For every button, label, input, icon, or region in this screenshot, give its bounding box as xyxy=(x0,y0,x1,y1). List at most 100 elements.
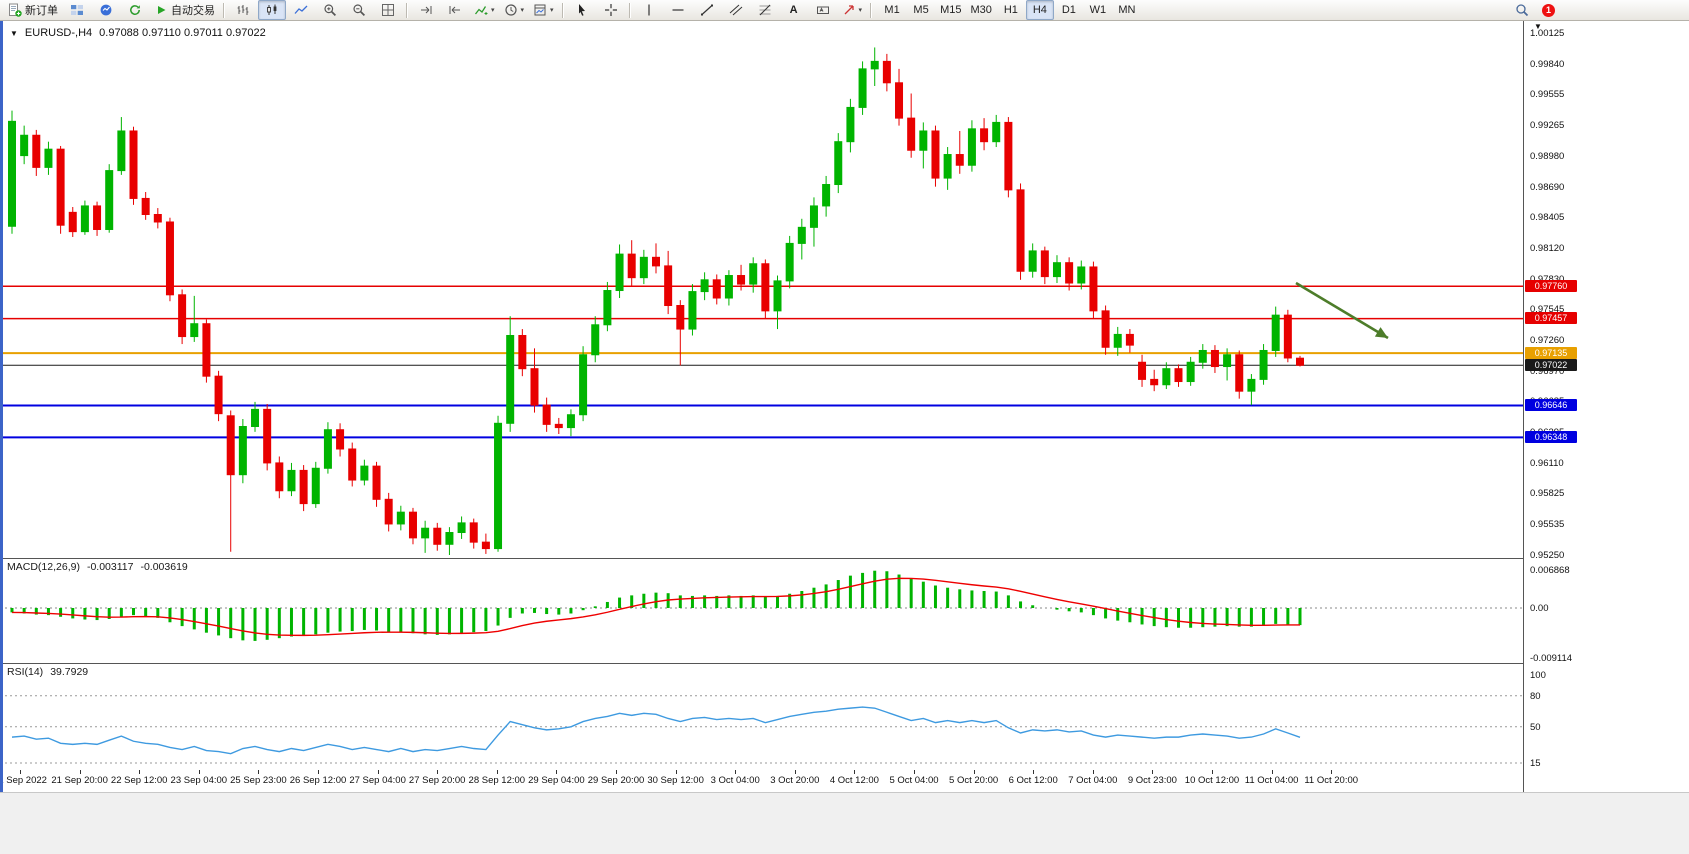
panel-divider[interactable] xyxy=(0,558,1689,559)
price-chart-plot[interactable] xyxy=(0,21,1523,558)
crosshair-button[interactable] xyxy=(597,0,625,20)
price-axis-label: 0.98120 xyxy=(1530,242,1565,254)
tile-windows-icon xyxy=(382,4,394,16)
time-tick xyxy=(556,770,558,774)
symbol-period-label: EURUSD-,H4 xyxy=(24,27,93,39)
trendline-tool-button[interactable] xyxy=(693,0,721,20)
arrows-tool-button[interactable]: ▾ xyxy=(838,0,867,20)
line-chart-button[interactable] xyxy=(287,0,315,20)
auto-scroll-button[interactable] xyxy=(412,0,440,20)
market-watch-button[interactable] xyxy=(92,0,120,20)
zoom-in-button[interactable] xyxy=(316,0,344,20)
cursor-icon xyxy=(578,4,585,16)
candlestick-chart-icon xyxy=(267,4,277,15)
market-watch-icon xyxy=(100,4,112,16)
timeframe-group: M1 M5 M15 M30 H1 H4 D1 W1 MN xyxy=(878,0,1141,20)
channel-icon xyxy=(729,4,742,16)
indicators-button[interactable]: ▾ xyxy=(470,0,499,20)
price-axis-label: 0.98405 xyxy=(1530,212,1565,224)
timeframe-button-mn[interactable]: MN xyxy=(1118,4,1136,16)
horizontal-line-tool-button[interactable] xyxy=(664,0,692,20)
price-tag-0.97022: 0.97022 xyxy=(1525,358,1577,371)
timeframe-button-m15[interactable]: M15 xyxy=(940,4,962,16)
axis-menu-icon[interactable]: ▼ xyxy=(1534,22,1542,31)
text-tool-button[interactable]: A xyxy=(780,0,808,20)
timeframe-button-d1[interactable]: D1 xyxy=(1061,4,1076,16)
time-tick xyxy=(675,770,677,774)
periods-button[interactable]: ▾ xyxy=(500,0,529,20)
time-axis-label: 21 Sep 2022 xyxy=(0,775,47,786)
price-axis-label: 0.97545 xyxy=(1530,304,1565,316)
notification-count: 1 xyxy=(1545,5,1551,15)
fibonacci-tool-button[interactable] xyxy=(751,0,779,20)
time-tick xyxy=(1152,770,1154,774)
toolbar-separator xyxy=(870,2,873,18)
toolbar-separator xyxy=(406,2,408,18)
new-order-button[interactable]: 新订单 xyxy=(4,0,62,20)
template-icon xyxy=(534,4,546,16)
window-active-edge xyxy=(0,21,3,792)
time-tick xyxy=(496,770,498,774)
channel-tool-button[interactable] xyxy=(722,0,750,20)
macd-axis-label: 0.00 xyxy=(1530,603,1549,614)
auto-scroll-icon xyxy=(421,6,432,14)
chart-shift-button[interactable] xyxy=(441,0,469,20)
time-axis-label: 21 Sep 20:00 xyxy=(51,775,108,786)
time-tick xyxy=(198,770,200,774)
price-axis-label: 0.99265 xyxy=(1530,120,1565,132)
timeframe-button-h4[interactable]: H4 xyxy=(1025,0,1054,20)
tile-windows-button[interactable] xyxy=(374,0,402,20)
time-axis-label: 7 Oct 04:00 xyxy=(1068,775,1118,786)
autotrading-button[interactable]: 自动交易 xyxy=(150,0,219,20)
main-toolbar: 新订单 自动交易 xyxy=(0,0,1689,21)
timeframe-button-w1[interactable]: W1 xyxy=(1089,4,1107,16)
time-axis-label: 3 Oct 04:00 xyxy=(710,775,760,786)
rsi-axis-label: 100 xyxy=(1530,670,1546,681)
time-axis-label: 26 Sep 12:00 xyxy=(289,775,347,786)
price-axis-label: 0.97830 xyxy=(1530,274,1564,285)
time-axis-label: 6 Oct 12:00 xyxy=(1008,775,1058,786)
clock-icon xyxy=(504,4,517,16)
charts-grid-button[interactable] xyxy=(63,0,91,20)
vertical-line-tool-button[interactable] xyxy=(635,0,663,20)
price-axis-label: 0.95535 xyxy=(1530,519,1565,531)
zoom-out-button[interactable] xyxy=(345,0,373,20)
price-axis-label: 1.00125 xyxy=(1530,28,1565,39)
time-axis-label: 23 Sep 04:00 xyxy=(170,775,228,786)
rsi-label: RSI(14) 39.7929 xyxy=(7,666,88,678)
templates-button[interactable]: ▾ xyxy=(529,0,558,20)
search-button[interactable] xyxy=(1508,0,1536,20)
time-tick xyxy=(377,770,379,774)
toolbar-right: 1 xyxy=(1508,0,1555,20)
price-tag-0.96348: 0.96348 xyxy=(1525,430,1577,443)
bar-chart-button[interactable] xyxy=(229,0,257,20)
trend-arrow[interactable] xyxy=(1295,281,1389,340)
rsi-indicator-plot[interactable] xyxy=(0,663,1523,770)
price-axis[interactable]: ▼ 1.00125 0.99840 0.99555 0.99265 0.98980 0.9… xyxy=(1523,21,1689,792)
notification-badge[interactable]: 1 xyxy=(1542,3,1555,17)
timeframe-button-m1[interactable]: M1 xyxy=(884,4,900,16)
collapse-triangle-icon[interactable]: ▼ xyxy=(10,28,18,38)
time-axis-label: 27 Sep 20:00 xyxy=(408,775,466,786)
time-axis-label: 29 Sep 20:00 xyxy=(587,775,645,786)
timeframe-button-m30[interactable]: M30 xyxy=(970,4,992,16)
price-axis-label: 0.98690 xyxy=(1530,181,1565,193)
horizontal-line-icon xyxy=(672,9,684,11)
candlestick-chart-button[interactable] xyxy=(258,0,286,20)
price-tag-0.97457: 0.97457 xyxy=(1525,312,1577,325)
chart-title: ▼ EURUSD-,H4 0.97088 0.97110 0.97011 0.9… xyxy=(10,27,266,39)
panel-divider[interactable] xyxy=(0,663,1689,664)
timeframe-button-m5[interactable]: M5 xyxy=(913,4,929,16)
cursor-button[interactable] xyxy=(568,0,596,20)
label-tool-button[interactable] xyxy=(809,0,837,20)
timeframe-button-h1[interactable]: H1 xyxy=(1003,4,1018,16)
refresh-button[interactable] xyxy=(121,0,149,20)
zoom-in-icon xyxy=(324,4,337,17)
time-axis-label: 30 Sep 12:00 xyxy=(647,775,704,786)
time-axis-label: 25 Sep 23:00 xyxy=(230,775,287,786)
time-tick xyxy=(20,770,21,774)
macd-indicator-plot[interactable] xyxy=(0,558,1523,663)
time-axis-label: 11 Oct 20:00 xyxy=(1304,775,1359,786)
label-icon xyxy=(816,6,829,14)
